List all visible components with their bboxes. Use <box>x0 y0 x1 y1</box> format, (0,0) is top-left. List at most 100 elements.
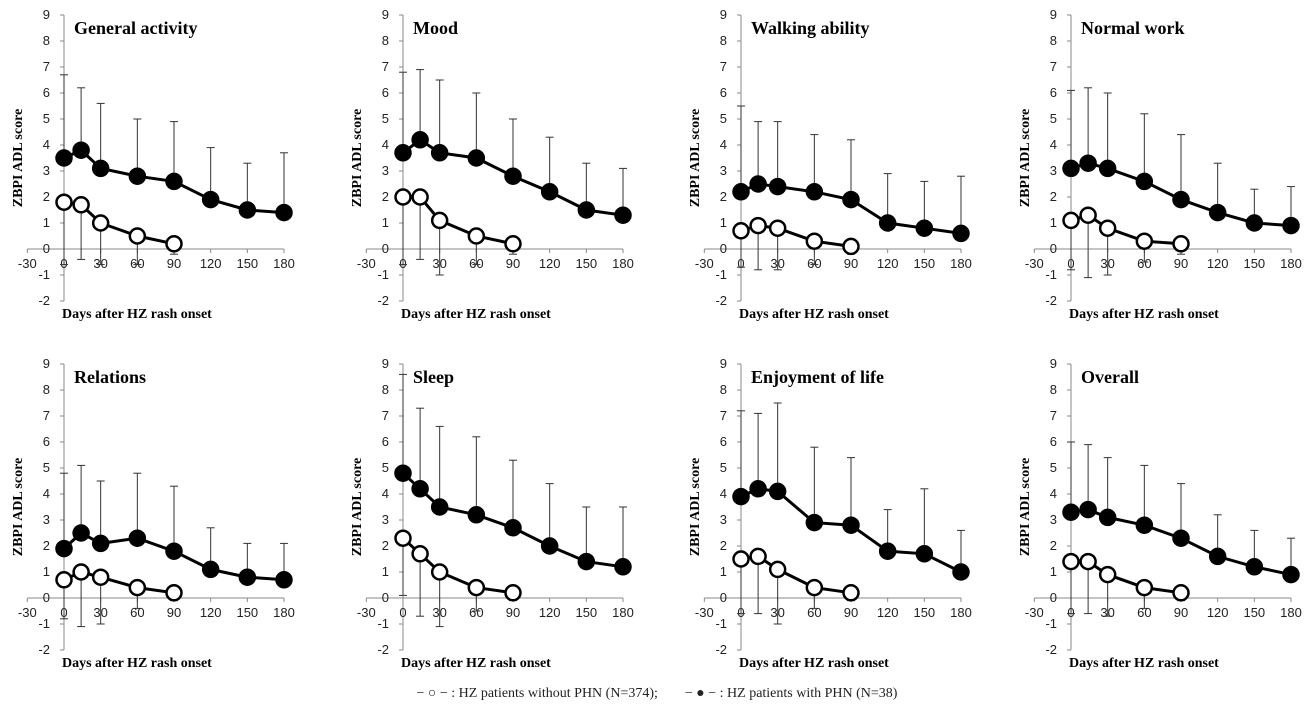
data-point <box>1079 154 1097 172</box>
series-without-phn <box>732 216 860 271</box>
data-point <box>1062 159 1080 178</box>
y-tick-label: 3 <box>382 512 389 527</box>
y-tick-label: 4 <box>43 137 50 152</box>
x-tick-label: 90 <box>506 605 520 620</box>
x-tick-label: 150 <box>1243 256 1265 271</box>
data-point <box>805 578 824 597</box>
y-tick-label: 4 <box>720 137 727 152</box>
panel-title: Walking ability <box>751 18 870 38</box>
y-tick-label: 5 <box>1050 460 1057 475</box>
y-tick-label: 5 <box>720 111 727 126</box>
data-point <box>165 235 183 253</box>
series-without-phn <box>1062 206 1190 279</box>
data-point <box>1282 216 1300 235</box>
x-tick-label: 150 <box>913 256 935 271</box>
y-tick-label: 8 <box>720 33 727 48</box>
y-axis-title: ZBPI ADL score <box>350 458 365 557</box>
series-with-phn <box>1062 441 1300 584</box>
y-tick-label: 9 <box>43 356 50 371</box>
y-tick-label: 0 <box>720 590 727 605</box>
y-tick-label: 8 <box>43 382 50 397</box>
y-tick-label: 7 <box>720 59 727 74</box>
y-tick-label: -1 <box>715 267 727 282</box>
data-point <box>128 167 147 185</box>
data-point <box>749 216 767 235</box>
y-tick-label: -1 <box>38 267 50 282</box>
y-tick-label: 6 <box>382 434 389 449</box>
y-tick-label: 0 <box>43 241 50 256</box>
data-point <box>430 211 449 230</box>
y-tick-label: 8 <box>1050 382 1057 397</box>
data-point <box>1208 203 1227 222</box>
y-tick-label: 2 <box>382 538 389 553</box>
data-point <box>201 190 220 209</box>
y-tick-label: 1 <box>43 215 50 230</box>
data-point <box>91 534 110 553</box>
x-tick-label: 120 <box>877 256 899 271</box>
panel-title: Normal work <box>1081 18 1184 38</box>
y-tick-label: 5 <box>382 111 389 126</box>
x-tick-label: 150 <box>236 256 258 271</box>
y-tick-label: 5 <box>1050 111 1057 126</box>
data-point <box>128 578 147 597</box>
data-point <box>275 571 293 589</box>
data-point <box>1282 565 1300 584</box>
y-tick-label: -2 <box>1045 642 1057 657</box>
series-with-phn <box>732 402 970 581</box>
y-tick-label: -1 <box>38 616 50 631</box>
data-point <box>1245 558 1264 576</box>
data-point <box>275 203 293 222</box>
y-tick-label: -2 <box>38 642 50 657</box>
x-tick-label: 180 <box>273 256 295 271</box>
data-point <box>577 552 596 571</box>
data-point <box>732 183 750 201</box>
x-tick-label: 180 <box>950 605 972 620</box>
legend-marker-without-phn: − ○ − : <box>416 686 456 701</box>
data-point <box>952 563 970 581</box>
y-tick-label: 1 <box>382 564 389 579</box>
data-point <box>430 563 449 581</box>
data-point <box>952 224 970 243</box>
y-tick-label: -1 <box>377 616 389 631</box>
data-point <box>411 131 429 149</box>
x-tick-label: 60 <box>469 605 483 620</box>
y-tick-label: 4 <box>720 486 727 501</box>
x-tick-label: 120 <box>1207 605 1229 620</box>
data-point <box>1098 565 1117 584</box>
data-point <box>805 183 824 201</box>
data-point <box>1135 578 1154 597</box>
data-point <box>504 167 522 185</box>
series-with-phn <box>394 69 632 224</box>
data-point <box>165 172 183 191</box>
x-axis-title: Days after HZ rash onset <box>401 656 551 671</box>
data-point <box>467 149 486 167</box>
y-tick-label: 1 <box>720 215 727 230</box>
data-point <box>201 560 220 579</box>
y-tick-label: 8 <box>382 382 389 397</box>
data-point <box>467 578 486 597</box>
y-tick-label: 3 <box>1050 512 1057 527</box>
y-axis-title: ZBPI ADL score <box>350 109 365 208</box>
series-with-phn <box>394 373 632 576</box>
data-point <box>915 545 934 563</box>
x-tick-label: 90 <box>167 605 181 620</box>
y-tick-label: 4 <box>1050 486 1057 501</box>
series-with-phn <box>55 464 293 589</box>
panel-title: Enjoyment of life <box>751 367 884 387</box>
y-tick-label: 2 <box>382 189 389 204</box>
data-point <box>1098 219 1117 237</box>
y-tick-label: 9 <box>382 7 389 22</box>
series-with-phn <box>732 105 970 243</box>
panel-title: Relations <box>74 367 146 387</box>
x-tick-label: -30 <box>695 605 714 620</box>
y-tick-label: 3 <box>43 512 50 527</box>
y-tick-label: 0 <box>382 590 389 605</box>
y-tick-label: 5 <box>43 111 50 126</box>
x-tick-label: -30 <box>18 605 37 620</box>
x-tick-label: 120 <box>877 605 899 620</box>
data-point <box>394 188 412 206</box>
y-tick-label: 2 <box>720 189 727 204</box>
y-tick-label: 7 <box>43 408 50 423</box>
x-tick-label: 120 <box>539 605 561 620</box>
